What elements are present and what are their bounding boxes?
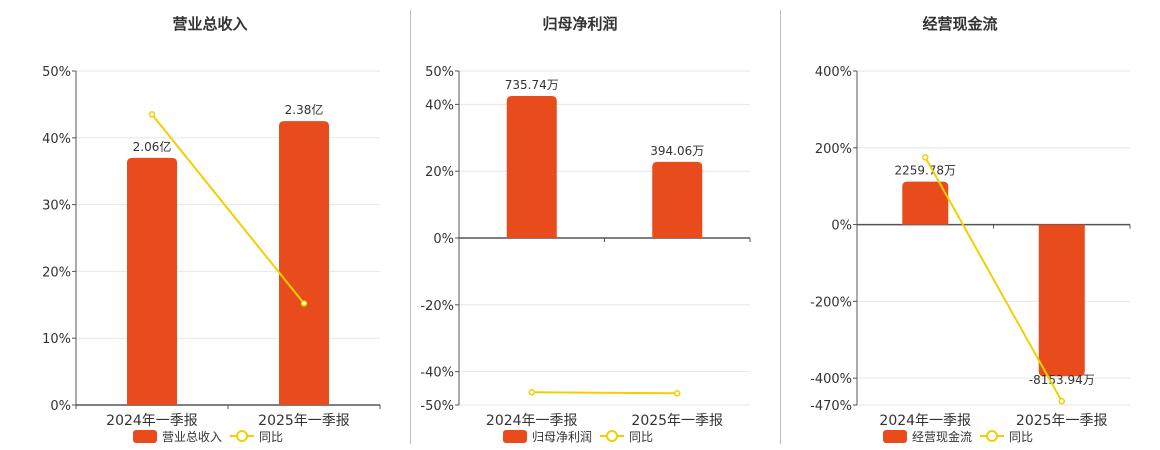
y-tick-label: -40%: [420, 366, 454, 381]
legend-label: 经营现金流: [912, 429, 972, 444]
bar: [652, 161, 703, 238]
bar-data-label: 2.06亿: [133, 139, 172, 154]
bar: [127, 157, 177, 405]
y-tick-label: 50%: [42, 65, 71, 80]
y-tick-label: 40%: [425, 98, 454, 113]
y-tick-label: 400%: [815, 65, 852, 80]
series-line: [151, 113, 305, 305]
chart-title: 归母净利润: [542, 15, 617, 33]
y-tick-label: 40%: [42, 132, 71, 147]
x-tick-label: 2025年一季报: [258, 413, 350, 429]
legend-label: 营业总收入: [162, 430, 222, 444]
bar: [1038, 224, 1085, 377]
bar: [279, 121, 329, 405]
legend-swatch-bar: [883, 430, 907, 443]
series-line: [531, 391, 678, 395]
line-point: [674, 390, 681, 397]
y-tick-label: 20%: [42, 265, 71, 280]
line-point: [300, 300, 308, 307]
y-tick-label: -20%: [420, 299, 454, 314]
y-tick-label: -470%: [810, 399, 852, 414]
x-tick-label: 2024年一季报: [879, 413, 971, 429]
y-tick-label: -400%: [810, 372, 852, 387]
y-tick-label: 0%: [433, 232, 454, 247]
line-point: [148, 111, 156, 118]
line-point: [528, 389, 535, 396]
chart-title: 营业总收入: [172, 15, 247, 33]
panel-divider: [780, 10, 781, 444]
y-tick-label: 0%: [831, 219, 852, 234]
series-line: [924, 156, 1063, 402]
legend-label: 同比: [1009, 430, 1033, 444]
legend-swatch-marker: [986, 430, 998, 442]
line-point: [922, 154, 929, 161]
legend-label: 同比: [259, 430, 283, 444]
legend-swatch-bar: [503, 430, 527, 443]
chart-title: 经营现金流: [922, 15, 997, 33]
y-tick-label: 200%: [815, 142, 852, 157]
legend-label: 同比: [629, 430, 653, 444]
x-tick-label: 2025年一季报: [1016, 413, 1108, 429]
legend-swatch-bar: [133, 430, 157, 443]
y-tick-label: 30%: [42, 199, 71, 214]
bar-data-label: 394.06万: [650, 144, 704, 158]
bar: [902, 181, 949, 225]
panel-divider: [410, 10, 411, 444]
legend-swatch-marker: [236, 430, 248, 442]
x-tick-label: 2024年一季报: [486, 413, 578, 429]
y-tick-label: 0%: [50, 399, 71, 414]
x-tick-label: 2024年一季报: [106, 413, 198, 429]
y-tick-label: 50%: [425, 65, 454, 80]
legend-swatch-marker: [606, 430, 618, 442]
y-tick-label: -50%: [420, 399, 454, 414]
y-tick-label: -200%: [810, 295, 852, 310]
bar: [506, 96, 557, 238]
x-tick-label: 2025年一季报: [631, 413, 723, 429]
line-point: [1058, 397, 1065, 405]
legend-label: 归母净利润: [532, 430, 592, 444]
bar-data-label: 735.74万: [505, 78, 559, 92]
bar-data-label: -8153.94万: [1029, 373, 1095, 387]
bar-data-label: 2.38亿: [285, 102, 324, 117]
y-tick-label: 20%: [425, 165, 454, 180]
y-tick-label: 10%: [42, 332, 71, 347]
bar-data-label: 2259.78万: [894, 164, 956, 178]
